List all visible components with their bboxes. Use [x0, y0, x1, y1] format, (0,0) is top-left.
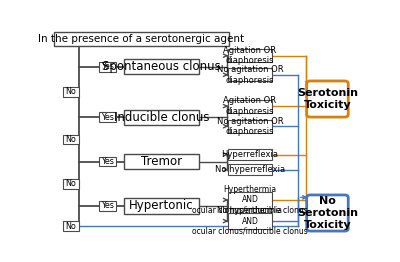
- FancyBboxPatch shape: [124, 154, 199, 169]
- FancyBboxPatch shape: [124, 198, 199, 214]
- Text: Hypertonic: Hypertonic: [129, 199, 194, 212]
- Text: No: No: [66, 135, 76, 144]
- Text: No: No: [66, 222, 76, 231]
- FancyBboxPatch shape: [54, 32, 229, 46]
- Text: In the presence of a serotonergic agent: In the presence of a serotonergic agent: [38, 34, 244, 44]
- FancyBboxPatch shape: [307, 81, 348, 117]
- Text: Spontaneous clonus: Spontaneous clonus: [102, 60, 221, 73]
- Text: No agitation OR
diaphoresis: No agitation OR diaphoresis: [217, 65, 283, 85]
- FancyBboxPatch shape: [99, 201, 116, 211]
- FancyBboxPatch shape: [63, 179, 79, 189]
- Text: Yes: Yes: [101, 113, 114, 122]
- FancyBboxPatch shape: [307, 195, 348, 231]
- Text: Agitation OR
diaphoresis: Agitation OR diaphoresis: [223, 46, 276, 65]
- FancyBboxPatch shape: [63, 134, 79, 144]
- FancyBboxPatch shape: [228, 213, 272, 229]
- Text: Serotonin
Toxicity: Serotonin Toxicity: [297, 88, 358, 110]
- FancyBboxPatch shape: [228, 100, 272, 113]
- Text: No agitation OR
diaphoresis: No agitation OR diaphoresis: [217, 117, 283, 136]
- FancyBboxPatch shape: [99, 157, 116, 166]
- FancyBboxPatch shape: [228, 149, 272, 160]
- FancyBboxPatch shape: [99, 62, 116, 72]
- FancyBboxPatch shape: [228, 120, 272, 133]
- Text: Agitation OR
diaphoresis: Agitation OR diaphoresis: [223, 96, 276, 116]
- Text: Hyperthermia
AND
ocular clonus/inducible clonus: Hyperthermia AND ocular clonus/inducible…: [192, 185, 308, 215]
- FancyBboxPatch shape: [228, 164, 272, 175]
- FancyBboxPatch shape: [99, 112, 116, 122]
- FancyBboxPatch shape: [124, 59, 199, 74]
- FancyBboxPatch shape: [228, 68, 272, 81]
- Text: No hyperreflexia: No hyperreflexia: [215, 165, 285, 174]
- FancyBboxPatch shape: [124, 110, 199, 125]
- Text: No hyperthermia
AND
ocular clonus/inducible clonus: No hyperthermia AND ocular clonus/induci…: [192, 206, 308, 236]
- FancyBboxPatch shape: [63, 87, 79, 97]
- Text: No: No: [66, 88, 76, 96]
- Text: No
Serotonin
Toxicity: No Serotonin Toxicity: [297, 196, 358, 230]
- FancyBboxPatch shape: [228, 192, 272, 208]
- Text: Inducible clonus: Inducible clonus: [114, 111, 209, 124]
- Text: Yes: Yes: [101, 157, 114, 166]
- Text: Tremor: Tremor: [141, 155, 182, 168]
- FancyBboxPatch shape: [63, 221, 79, 231]
- Text: Hyperreflexia: Hyperreflexia: [222, 150, 278, 159]
- Text: Yes: Yes: [101, 201, 114, 210]
- Text: No: No: [66, 179, 76, 188]
- FancyBboxPatch shape: [228, 49, 272, 62]
- Text: Yes: Yes: [101, 62, 114, 71]
